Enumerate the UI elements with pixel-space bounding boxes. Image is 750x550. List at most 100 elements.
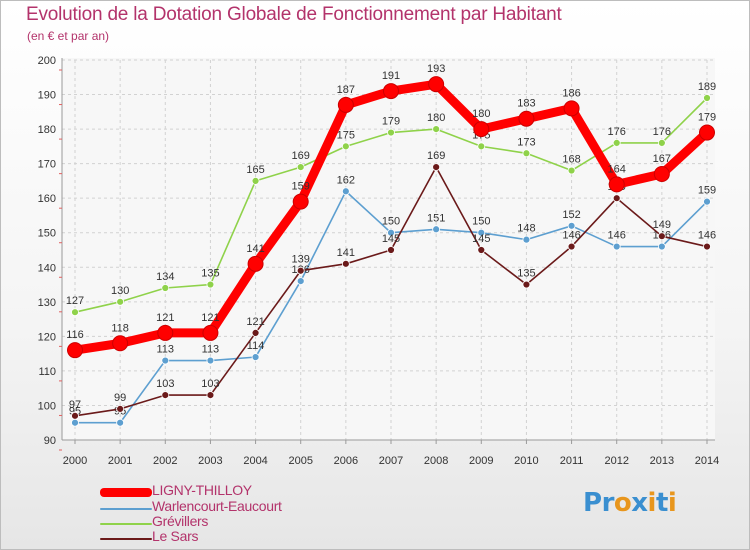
data-point <box>387 128 395 137</box>
data-label: 159 <box>698 185 716 197</box>
data-label: 168 <box>562 154 580 166</box>
data-point <box>202 324 219 341</box>
data-label: 148 <box>517 223 535 235</box>
data-label: 169 <box>427 150 445 162</box>
data-point <box>653 166 670 182</box>
data-label: 146 <box>562 230 580 242</box>
data-point <box>116 405 125 413</box>
data-label: 164 <box>608 163 626 175</box>
data-label: 103 <box>201 378 219 390</box>
data-point <box>251 177 260 185</box>
data-point <box>383 83 399 100</box>
x-tick-label: 2011 <box>560 455 584 467</box>
data-point <box>161 391 170 399</box>
data-point <box>477 228 486 237</box>
data-point <box>206 356 215 365</box>
y-tick-label: 100 <box>38 400 56 412</box>
data-point <box>477 142 486 151</box>
data-label: 113 <box>202 344 220 356</box>
data-label: 141 <box>337 247 355 259</box>
logo-letter: o <box>613 488 632 518</box>
data-label: 159 <box>292 181 310 193</box>
data-label: 176 <box>653 126 671 138</box>
data-point <box>522 280 531 289</box>
data-point <box>567 166 576 175</box>
data-point <box>522 149 531 158</box>
data-point <box>206 391 215 399</box>
y-tick-label: 190 <box>38 90 56 102</box>
data-label: 113 <box>157 344 175 356</box>
data-label: 176 <box>608 126 626 138</box>
data-point <box>432 125 441 133</box>
data-label: 145 <box>472 233 490 245</box>
data-point <box>67 342 83 359</box>
data-label: 118 <box>111 322 129 334</box>
data-label: 103 <box>156 378 174 390</box>
y-tick-label: 200 <box>38 55 56 67</box>
data-label: 134 <box>156 271 174 283</box>
data-label: 179 <box>382 116 400 128</box>
data-label: 130 <box>111 285 129 297</box>
chart-subtitle: (en € et par an) <box>27 29 110 43</box>
proxiti-logo: Proxiti <box>583 488 677 518</box>
data-label: 151 <box>427 212 445 224</box>
data-label: 150 <box>382 216 400 228</box>
data-point <box>341 259 350 268</box>
data-label: 97 <box>69 399 81 411</box>
legend-label: Le Sars <box>152 528 199 544</box>
data-label: 183 <box>517 98 535 110</box>
data-point <box>612 194 621 203</box>
data-point <box>432 225 441 234</box>
data-point <box>657 139 666 147</box>
data-label: 180 <box>427 112 445 124</box>
data-point <box>432 163 441 171</box>
x-tick-label: 2001 <box>108 455 132 467</box>
logo-letter: x <box>631 488 648 518</box>
data-label: 114 <box>247 340 265 352</box>
data-point <box>247 255 264 272</box>
data-label: 121 <box>246 316 264 328</box>
y-tick-label: 90 <box>44 435 56 447</box>
x-tick-label: 2002 <box>153 455 177 467</box>
data-label: 179 <box>698 112 716 124</box>
chart-title: Evolution de la Dotation Globale de Fonc… <box>26 4 562 25</box>
legend-swatch <box>100 508 152 510</box>
series-warlencourt-eaucourt: 9595113113114136162150151150148152146146… <box>69 174 716 427</box>
legend-label: LIGNY-THILLOY <box>152 482 252 498</box>
y-tick-label: 170 <box>38 159 56 171</box>
data-point <box>71 308 79 317</box>
data-label: 149 <box>653 219 671 231</box>
y-tick-label: 110 <box>38 366 56 378</box>
data-point <box>251 353 260 361</box>
data-point <box>703 242 711 251</box>
legend-swatch <box>100 523 152 525</box>
data-point <box>112 335 129 352</box>
data-label: 165 <box>246 164 264 176</box>
data-point <box>206 280 215 289</box>
data-point <box>341 187 350 196</box>
data-label: 180 <box>472 108 490 120</box>
x-tick-label: 2013 <box>650 455 674 467</box>
x-tick-label: 2005 <box>288 455 312 467</box>
logo-letter: i <box>647 488 657 518</box>
data-point <box>387 246 395 254</box>
x-tick-label: 2006 <box>334 455 358 467</box>
data-point <box>71 418 79 427</box>
data-point <box>703 94 711 102</box>
x-tick-label: 2007 <box>379 455 403 467</box>
data-label: 191 <box>382 70 400 82</box>
series-ligny-thilloy: 116 118 121 121 141 159 187 191 193 180 183 186 164 1… <box>66 63 716 359</box>
y-tick-label: 140 <box>38 262 56 274</box>
data-label: 121 <box>201 312 219 324</box>
data-point <box>608 176 625 193</box>
x-tick-label: 2010 <box>514 455 538 467</box>
y-tick-label: 120 <box>38 331 56 343</box>
data-label: 150 <box>472 216 490 228</box>
data-label: 99 <box>114 392 126 404</box>
data-point <box>387 228 395 237</box>
data-point <box>116 297 125 306</box>
data-point <box>296 266 305 275</box>
data-label: 193 <box>427 63 445 75</box>
logo-letter: r <box>601 488 615 518</box>
